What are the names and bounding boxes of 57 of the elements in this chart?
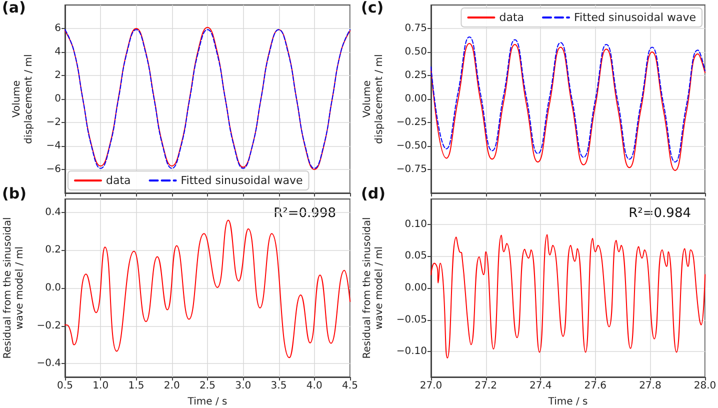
- y-tick-label: 0.25: [404, 70, 427, 81]
- x-tick-label: 0.5: [57, 380, 73, 392]
- line-series: [64, 220, 350, 358]
- x-tick-label: 1.0: [92, 380, 109, 392]
- y-tick-label: −4: [46, 140, 61, 152]
- y-tick-label: −0.4: [36, 358, 61, 370]
- y-tick-label: 0.05: [404, 250, 427, 262]
- annotation: R²=0.984: [628, 206, 692, 221]
- y-axis-title: Residual from the sinusoidal wave model / ml: [2, 217, 26, 359]
- chart-title: (c): [361, 0, 384, 16]
- y-tick-label: 0.10: [404, 218, 427, 230]
- y-tick-label: 0.75: [404, 23, 427, 34]
- chart-title: (b): [2, 184, 26, 202]
- x-tick-label: 2.0: [164, 380, 180, 392]
- chart-title: (d): [361, 184, 386, 202]
- x-tick-label: 3.0: [235, 380, 252, 392]
- y-axis-title: Volume displacement / ml: [362, 54, 385, 144]
- x-tick-label: 4.5: [342, 380, 358, 392]
- x-axis-title: Time / s: [186, 396, 228, 408]
- y-tick-label: 0.4: [45, 206, 61, 218]
- legend-label: Fitted sinusoidal wave: [180, 174, 304, 187]
- legend-label: data: [106, 174, 131, 187]
- y-tick-label: −0.05: [396, 314, 427, 326]
- y-tick-label: −0.75: [396, 164, 427, 175]
- y-tick-label: −0.50: [396, 140, 427, 152]
- chart-title: (a): [2, 0, 26, 16]
- y-tick-label: 0.2: [45, 244, 61, 256]
- x-tick-label: 1.5: [128, 380, 144, 392]
- y-tick-label: 6: [54, 23, 61, 34]
- y-tick-label: −0.25: [396, 117, 427, 128]
- y-tick-label: 0: [54, 94, 61, 104]
- y-tick-label: 0.50: [404, 46, 427, 58]
- legend-label: Fitted sinusoidal wave: [574, 11, 696, 24]
- y-tick-label: −6: [46, 164, 61, 175]
- y-axis-title: Residual from the sinusoidal wave model / ml: [362, 217, 385, 359]
- x-tick-label: 27.6: [584, 380, 607, 392]
- y-tick-label: 2: [54, 70, 61, 81]
- x-tick-label: 27.8: [639, 380, 662, 392]
- x-tick-label: 2.5: [200, 380, 216, 392]
- y-tick-label: −0.2: [36, 320, 61, 332]
- x-tick-label: 27.4: [529, 380, 552, 392]
- y-tick-label: −0.10: [396, 346, 427, 358]
- y-tick-label: 0.00: [404, 94, 427, 104]
- x-tick-label: 27.0: [420, 380, 442, 392]
- x-tick-label: 3.5: [270, 380, 287, 392]
- y-tick-label: −2: [46, 117, 61, 128]
- y-axis-title: Volume displacement / ml: [12, 54, 34, 144]
- x-tick-label: 27.2: [474, 380, 497, 392]
- annotation: R²=0.998: [274, 206, 336, 221]
- y-tick-label: 0.00: [404, 282, 427, 294]
- y-tick-label: 4: [54, 46, 61, 58]
- legend-label: data: [499, 11, 524, 24]
- y-tick-label: 0.0: [45, 282, 61, 294]
- x-tick-label: 28.0: [694, 380, 716, 392]
- x-axis-title: Time / s: [547, 396, 588, 408]
- line-series: [430, 234, 706, 358]
- x-tick-label: 4.0: [306, 380, 322, 392]
